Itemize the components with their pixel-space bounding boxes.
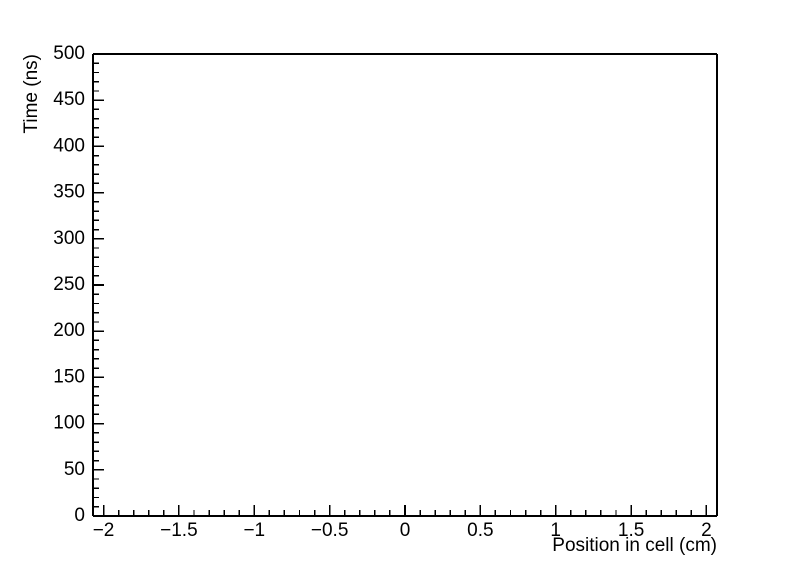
y-tick-label: 250	[53, 274, 85, 295]
x-axis-tick-labels: −2 −1.5 −1 −0.5 0 0.5 1 1.5 2	[93, 520, 712, 541]
y-axis-tick-labels: 0 50 100 150 200 250 300 350 400 450 500	[53, 43, 85, 526]
y-tick-label: 400	[53, 135, 85, 156]
y-tick-label: 0	[74, 505, 85, 526]
y-tick-label: 100	[53, 413, 85, 434]
y-axis-title: Time (ns)	[21, 54, 42, 134]
y-tick-label: 150	[53, 366, 85, 387]
y-axis-major-ticks	[93, 53, 104, 517]
x-tick-label: −1.5	[160, 520, 198, 541]
x-tick-label: −0.5	[311, 520, 349, 541]
y-tick-label: 50	[64, 459, 85, 480]
plot-background	[93, 54, 717, 516]
x-tick-label: 1.5	[618, 520, 644, 541]
x-tick-label: −1	[243, 520, 265, 541]
x-axis-title: Position in cell (cm)	[552, 535, 717, 556]
y-tick-label: 200	[53, 320, 85, 341]
y-tick-label: 450	[53, 89, 85, 110]
x-axis-major-ticks	[102, 505, 708, 516]
x-tick-label: 0.5	[467, 520, 493, 541]
x-tick-label: 0	[400, 520, 411, 541]
x-tick-label: 2	[701, 520, 712, 541]
x-tick-label: 1	[550, 520, 561, 541]
y-tick-label: 500	[53, 43, 85, 64]
y-tick-label: 350	[53, 182, 85, 203]
y-tick-label: 300	[53, 228, 85, 249]
x-tick-label: −2	[93, 520, 115, 541]
